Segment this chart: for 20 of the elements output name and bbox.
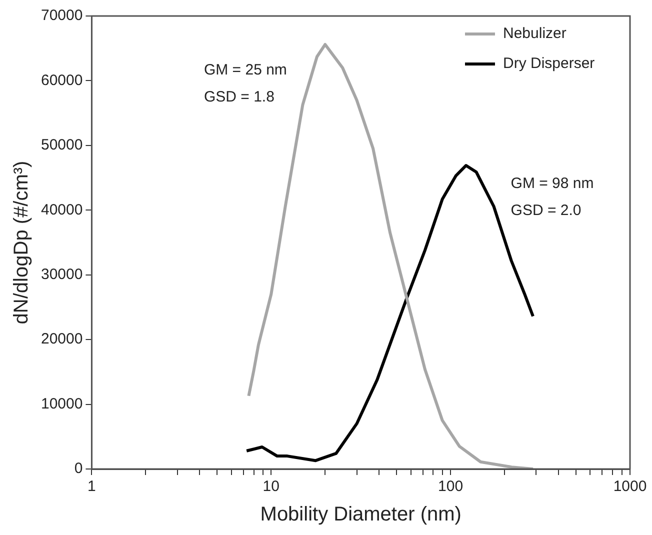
x-tick-label: 1 — [88, 478, 96, 496]
y-tick-label: 10000 — [40, 395, 83, 412]
x-tick-label: 10 — [262, 478, 280, 496]
annotation: GM = 25 nm — [204, 62, 287, 78]
x-tick-label: 1000 — [613, 478, 647, 496]
annotation: GM = 98 nm — [510, 174, 594, 192]
y-tick-label: 70000 — [40, 7, 83, 24]
annotation: GSD = 1.8 — [204, 88, 274, 106]
annotation: GSD = 2.0 — [510, 202, 582, 219]
y-tick-label: 60000 — [40, 72, 83, 89]
y-tick-label: 0 — [74, 460, 83, 478]
x-axis-title: Mobility Diameter (nm) — [260, 504, 462, 526]
y-tick-label: 40000 — [40, 201, 83, 218]
x-tick-label: 100 — [438, 478, 464, 496]
y-tick-label: 50000 — [40, 136, 83, 154]
y-axis-title: dN/dlogDp (#/cm³) — [10, 160, 33, 324]
legend-label: Dry Disperser — [503, 55, 595, 72]
y-tick-label: 20000 — [40, 330, 83, 348]
y-tick-label: 30000 — [40, 266, 83, 283]
legend-label: Nebulizer — [503, 25, 566, 42]
